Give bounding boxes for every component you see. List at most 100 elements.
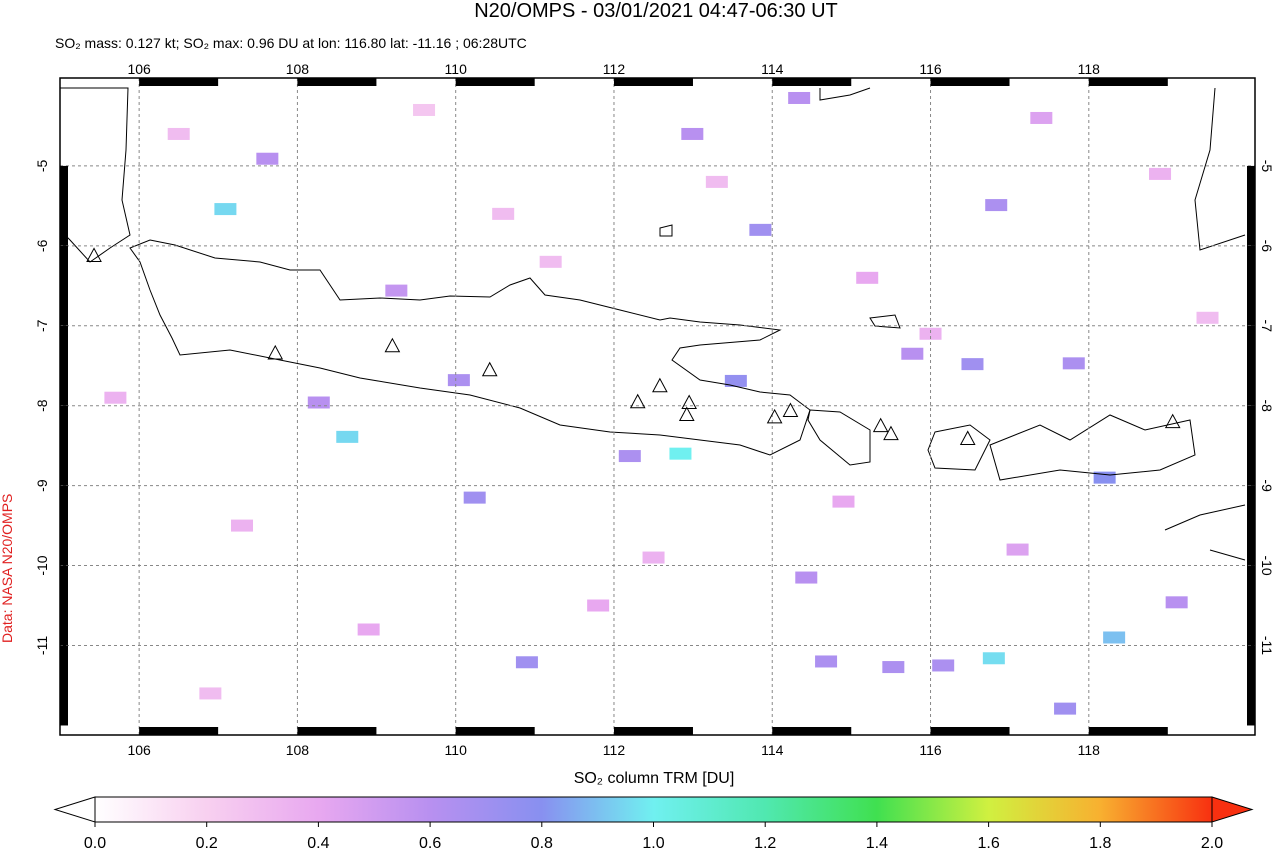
so2-pixel — [231, 519, 254, 532]
frame-tick — [930, 727, 1010, 735]
x-tick-label: 118 — [1078, 61, 1101, 77]
so2-pixel — [492, 207, 515, 220]
coastline — [59, 87, 131, 263]
map-frame — [59, 77, 1256, 736]
y-tick-label: -10 — [1259, 555, 1272, 575]
colorbar-bar — [94, 796, 1213, 823]
volcano — [959, 430, 976, 445]
frame-tick — [1247, 645, 1255, 726]
frame-tick — [1088, 78, 1168, 86]
colorbar-tick-label: 1.0 — [642, 835, 664, 852]
y-tick-label: -9 — [34, 479, 50, 492]
map-layer — [104, 91, 1219, 715]
colorbar-tick-label: 0.8 — [531, 835, 553, 852]
coastline — [989, 414, 1196, 481]
x-tick-label: 108 — [286, 742, 310, 758]
so2-pixel — [669, 447, 692, 460]
so2-pixel — [982, 652, 1005, 665]
volcano — [883, 425, 899, 441]
so2-pixel — [256, 152, 279, 165]
frame-tick — [139, 727, 219, 735]
frame-tick — [930, 78, 1010, 86]
frame-tick — [60, 645, 68, 726]
frame-tick — [297, 78, 377, 86]
volcano — [766, 408, 783, 424]
frame-tick — [455, 78, 535, 86]
frame-tick — [1247, 325, 1255, 406]
so2-pixel — [795, 571, 818, 584]
y-tick-label: -8 — [34, 399, 50, 412]
colorbar-high — [1211, 796, 1254, 823]
so2-pixel — [815, 655, 838, 668]
frame-tick — [1247, 165, 1255, 246]
colorbar-tick-label: 0.2 — [196, 835, 218, 852]
so2-pixel — [832, 495, 855, 508]
volcano — [872, 417, 889, 433]
frame-tick — [60, 325, 68, 406]
frame-tick — [60, 485, 68, 566]
volcano — [267, 344, 284, 360]
so2-pixel — [681, 127, 704, 140]
subtitle: SO₂ mass: 0.127 kt; SO₂ max: 0.96 DU at … — [55, 35, 527, 51]
x-tick-label: 112 — [603, 742, 626, 758]
so2-pixel — [856, 271, 879, 284]
volcano — [681, 394, 697, 410]
coastlines — [59, 87, 1246, 561]
colorbar-tick-label: 0.6 — [419, 835, 441, 852]
y-tick-label: -6 — [1259, 240, 1272, 253]
so2-pixel — [1196, 311, 1219, 324]
chart-title: N20/OMPS - 03/01/2021 04:47-06:30 UT — [474, 0, 838, 22]
y-tick-label: -11 — [1259, 636, 1272, 655]
so2-pixel — [385, 284, 408, 297]
volcano — [384, 337, 401, 353]
x-tick-label: 116 — [919, 61, 942, 77]
frame-tick — [613, 727, 693, 735]
colorbar-tick-label: 1.4 — [866, 835, 888, 852]
volcano — [652, 377, 668, 393]
so2-pixel — [749, 223, 772, 236]
so2-pixel — [463, 491, 486, 504]
frame-tick — [1247, 485, 1255, 566]
so2-pixel — [788, 91, 811, 104]
x-tick-label: 110 — [445, 742, 468, 758]
so2-pixel — [724, 374, 747, 387]
y-tick-label: -10 — [34, 555, 50, 575]
so2-pixel — [932, 659, 955, 672]
so2-pixel — [515, 656, 538, 669]
so2-pixel — [642, 551, 665, 564]
so2-pixel — [539, 255, 562, 268]
coastline — [819, 87, 871, 101]
frame-tick — [297, 727, 377, 735]
volcano — [629, 393, 646, 409]
colorbar-tick-label: 1.8 — [1089, 835, 1111, 852]
coastline — [1194, 87, 1246, 251]
x-tick-label: 114 — [761, 61, 784, 77]
so2-pixel — [104, 391, 127, 404]
frame-tick — [60, 245, 68, 326]
colorbar-tick-label: 1.6 — [977, 835, 999, 852]
y-tick-label: -11 — [34, 636, 50, 655]
y-tick-label: -5 — [34, 159, 50, 172]
so2-pixel — [447, 374, 470, 387]
so2-pixel — [1165, 596, 1188, 609]
frame-tick — [1088, 727, 1168, 735]
x-tick-label: 108 — [286, 61, 310, 77]
coastline — [129, 239, 811, 456]
x-tick-label: 106 — [127, 61, 151, 77]
y-tick-label: -7 — [34, 319, 50, 332]
so2-pixel — [199, 687, 222, 700]
colorbar-label: SO₂ column TRM [DU] — [574, 770, 735, 787]
y-tick-label: -6 — [34, 239, 50, 252]
so2-pixel — [307, 396, 330, 409]
credit: Data: NASA N20/OMPS — [0, 494, 15, 643]
so2-pixel — [901, 347, 924, 360]
so2-pixel — [961, 358, 984, 371]
frame-tick — [772, 78, 852, 86]
frame-tick — [60, 565, 68, 646]
axes: 106 106 108 108 110 110 112 112 114 114 116 116 118 1… — [34, 61, 1272, 758]
y-tick-label: -8 — [1259, 399, 1272, 412]
so2-pixel — [705, 175, 728, 188]
so2-pixel — [1103, 631, 1126, 644]
frame-tick — [1247, 565, 1255, 646]
